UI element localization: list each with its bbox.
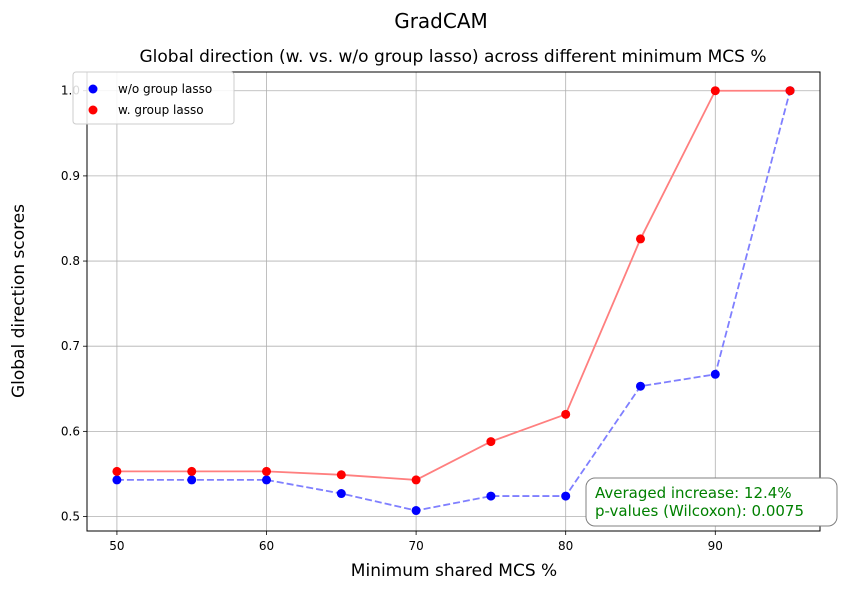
- y-tick-label: 0.9: [61, 169, 80, 183]
- y-axis-label: Global direction scores: [9, 204, 29, 398]
- annotation-line: Averaged increase: 12.4%: [595, 484, 792, 502]
- series-lines: [116, 89, 791, 512]
- x-tick-label: 70: [408, 539, 423, 553]
- series-line-1: [116, 89, 791, 481]
- data-point-series-0: [635, 381, 645, 391]
- data-point-series-1: [486, 437, 496, 447]
- legend-label: w/o group lasso: [118, 82, 212, 96]
- x-tick-label: 60: [259, 539, 274, 553]
- annotation-line: p-values (Wilcoxon): 0.0075: [595, 502, 804, 520]
- data-point-series-0: [561, 491, 571, 501]
- data-point-series-1: [336, 470, 346, 480]
- chart-title: Global direction (w. vs. w/o group lasso…: [139, 47, 766, 67]
- data-point-series-1: [411, 475, 421, 485]
- data-point-series-0: [262, 475, 272, 485]
- data-point-series-0: [336, 489, 346, 499]
- data-point-series-1: [561, 409, 571, 419]
- data-point-series-1: [710, 86, 720, 96]
- axis-ticks: 50 60 70 80 900.50.60.70.80.91.0: [61, 84, 723, 553]
- chart-suptitle: GradCAM: [394, 9, 488, 33]
- data-point-series-0: [112, 475, 122, 485]
- y-tick-label: 0.6: [61, 424, 80, 438]
- legend-label: w. group lasso: [118, 103, 204, 117]
- annotation-box: Averaged increase: 12.4%p-values (Wilcox…: [585, 477, 838, 527]
- grid-lines: [87, 72, 820, 531]
- data-point-series-1: [785, 86, 795, 96]
- legend: w/o group lasso w. group lasso: [72, 71, 235, 125]
- data-points: [112, 86, 795, 516]
- data-point-series-1: [635, 234, 645, 244]
- data-point-series-1: [187, 466, 197, 476]
- data-point-series-0: [710, 369, 720, 379]
- data-point-series-0: [486, 491, 496, 501]
- x-tick-label: 80: [558, 539, 573, 553]
- data-point-series-1: [262, 466, 272, 476]
- y-tick-label: 0.8: [61, 254, 80, 268]
- y-tick-label: 0.7: [61, 339, 80, 353]
- legend-marker: [88, 105, 98, 115]
- legend-marker: [88, 84, 98, 94]
- data-point-series-0: [411, 506, 421, 516]
- data-point-series-1: [112, 466, 122, 476]
- series-line-0: [116, 90, 791, 512]
- plot-frame: [86, 71, 821, 532]
- annotation-frame: [585, 477, 838, 527]
- y-tick-label: 0.5: [61, 510, 80, 524]
- legend-frame: [72, 71, 235, 125]
- data-point-series-0: [187, 475, 197, 485]
- x-tick-label: 50: [109, 539, 124, 553]
- x-axis-label: Minimum shared MCS %: [351, 561, 557, 581]
- x-tick-label: 90: [708, 539, 723, 553]
